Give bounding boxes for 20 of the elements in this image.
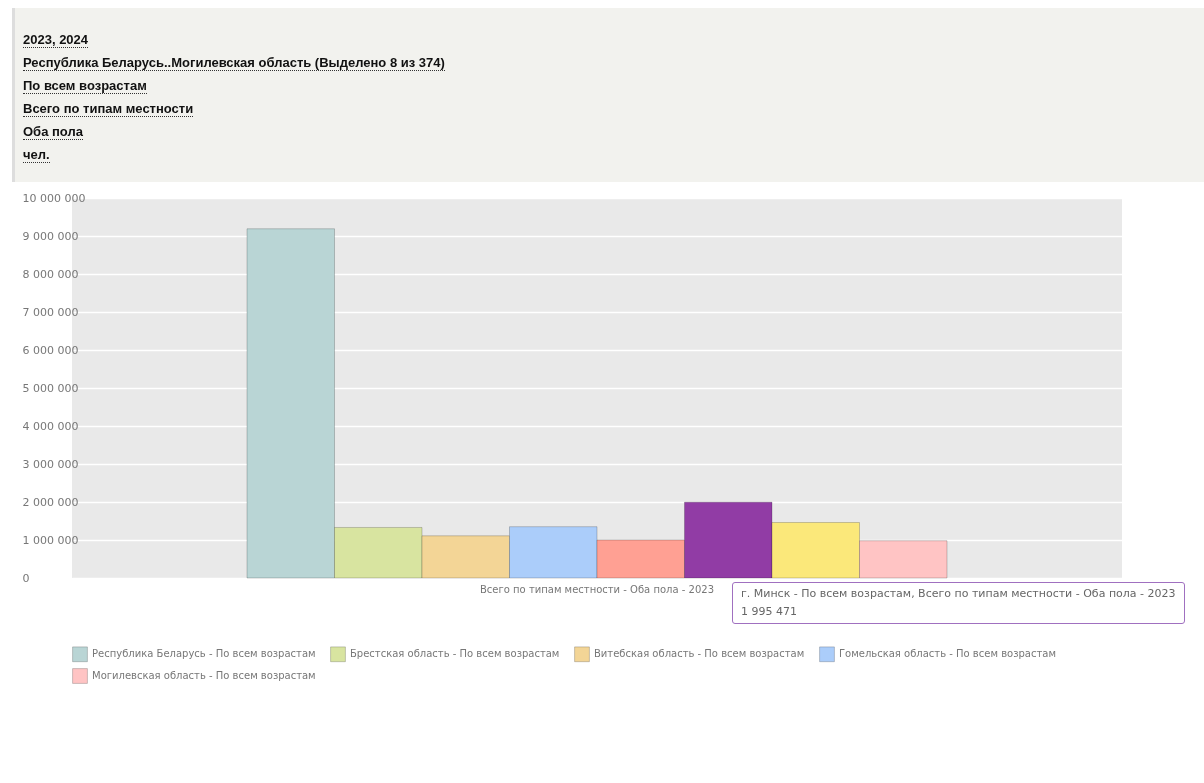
y-tick-label: 9 000 000 [22, 229, 79, 243]
y-tick-label: 5 000 000 [22, 381, 79, 395]
y-tick-label: 8 000 000 [22, 267, 79, 281]
y-tick-label: 7 000 000 [22, 305, 79, 319]
legend-label: Гомельская область - По всем возрастам [839, 648, 1056, 660]
y-tick-label: 10 000 000 [22, 191, 86, 205]
chart-subtitle: Республика Беларусь..Могилевская область (Выделено 8 из 374) По всем возрастам Всего по типам местности Оба пола чел. [23, 55, 445, 163]
y-tick-label: 4 000 000 [22, 419, 79, 433]
legend-label: Витебская область - По всем возрастам [594, 648, 805, 660]
legend-label: Брестская область - По всем возрастам [350, 648, 560, 660]
x-tick-label: Всего по типам местности - Оба пола - 2023 [479, 583, 715, 595]
chart-title: 2023, 2024 [23, 32, 89, 48]
y-tick-label: 0 [22, 571, 30, 585]
y-tick-label: 3 000 000 [22, 457, 79, 471]
y-tick-label: 6 000 000 [22, 343, 79, 357]
text: г. Минск - По всем возрастам, Всего по типам местности - Оба пола - 2023 1 995 471 [732, 582, 1185, 624]
legend-label: Республика Беларусь - По всем возрастам [92, 648, 316, 660]
legend-label: Могилевская область - По всем возрастам [92, 670, 316, 681]
y-tick-label: 2 000 000 [22, 495, 79, 509]
y-tick-label: 1 000 000 [22, 533, 79, 547]
